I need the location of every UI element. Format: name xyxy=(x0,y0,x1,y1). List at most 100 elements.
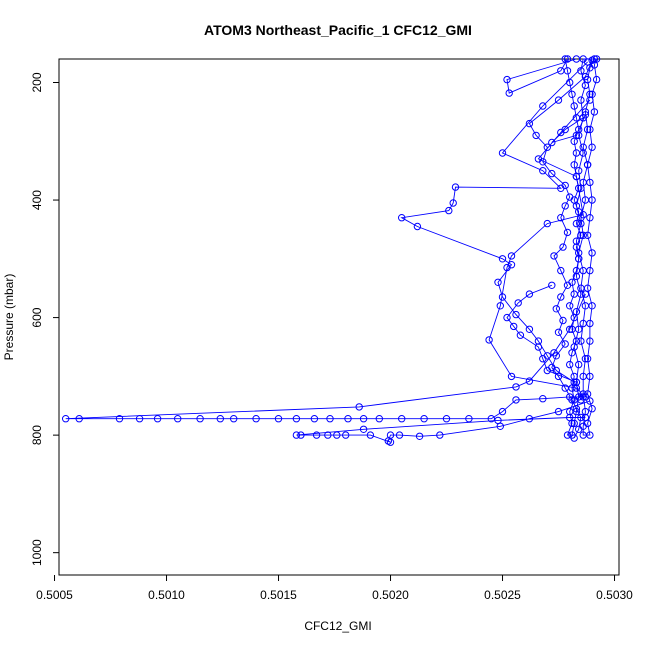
data-point xyxy=(577,184,585,193)
data-point xyxy=(355,403,363,411)
data-point xyxy=(554,96,563,104)
data-point xyxy=(174,415,182,423)
data-point xyxy=(575,360,583,369)
series-5 xyxy=(548,111,590,147)
series-0 xyxy=(561,55,601,439)
data-point xyxy=(135,415,144,423)
data-point xyxy=(588,302,596,310)
data-point xyxy=(505,89,513,97)
data-point xyxy=(324,431,332,439)
data-point xyxy=(548,138,556,147)
data-point xyxy=(548,281,556,289)
data-point xyxy=(579,211,587,219)
data-point xyxy=(588,143,596,151)
series-line xyxy=(488,99,591,401)
data-point xyxy=(539,395,547,403)
data-point xyxy=(581,413,590,422)
data-point xyxy=(559,316,567,325)
data-point xyxy=(516,331,525,339)
data-point xyxy=(588,56,596,64)
data-point xyxy=(557,67,565,75)
plot-frame xyxy=(58,58,620,576)
data-point xyxy=(561,202,569,210)
data-point xyxy=(196,415,204,423)
data-point xyxy=(525,377,534,385)
y-tick-label: 400 xyxy=(30,190,44,210)
data-point xyxy=(572,266,581,275)
data-point xyxy=(115,415,124,423)
data-point xyxy=(570,102,578,110)
data-point xyxy=(525,290,534,298)
data-point xyxy=(575,425,583,433)
y-tick-label: 600 xyxy=(30,307,44,327)
data-point xyxy=(590,108,599,116)
data-point xyxy=(503,263,511,272)
data-point xyxy=(442,415,451,423)
series-line xyxy=(506,284,577,383)
data-point xyxy=(445,206,453,215)
x-axis-label: CFC12_GMI xyxy=(304,619,371,633)
data-point xyxy=(577,231,585,240)
series-6 xyxy=(61,290,590,423)
data-point xyxy=(557,184,565,193)
data-point xyxy=(359,425,368,433)
y-tick-label: 200 xyxy=(30,72,44,92)
data-point xyxy=(557,293,565,301)
y-axis: 200 400 600 800 1000 xyxy=(30,72,59,566)
data-point xyxy=(550,252,558,260)
data-point xyxy=(586,125,594,134)
data-point xyxy=(586,319,594,328)
data-point xyxy=(583,125,592,134)
data-point xyxy=(570,161,578,169)
data-point xyxy=(297,431,305,439)
data-point xyxy=(581,81,590,90)
data-point xyxy=(525,119,534,128)
data-point xyxy=(252,415,260,423)
series-3 xyxy=(398,58,592,401)
data-point xyxy=(532,131,540,140)
data-point xyxy=(503,75,511,84)
data-point xyxy=(485,336,493,344)
data-point xyxy=(561,125,569,134)
data-point xyxy=(586,90,594,99)
data-point xyxy=(586,214,594,222)
data-point xyxy=(572,337,581,345)
series-layer xyxy=(61,55,601,446)
data-point xyxy=(581,355,590,363)
data-point xyxy=(577,337,585,345)
data-point xyxy=(503,313,511,322)
data-point xyxy=(333,431,341,439)
data-point xyxy=(514,299,522,307)
data-point xyxy=(451,183,460,191)
data-point xyxy=(494,416,502,425)
series-line xyxy=(400,61,588,398)
data-point xyxy=(579,143,587,151)
data-point xyxy=(366,431,375,439)
data-point xyxy=(543,366,551,375)
data-point xyxy=(326,415,334,423)
data-point xyxy=(570,290,578,298)
data-point xyxy=(566,302,574,310)
data-point xyxy=(552,305,560,313)
data-point xyxy=(543,143,551,151)
data-point xyxy=(386,438,395,446)
data-point xyxy=(554,328,563,336)
data-point xyxy=(498,149,507,157)
x-tick-label: 0.5005 xyxy=(36,588,73,602)
data-point xyxy=(344,415,352,423)
data-point xyxy=(512,396,520,404)
data-point xyxy=(572,378,581,386)
data-point xyxy=(577,219,585,228)
data-point xyxy=(586,397,594,405)
data-point xyxy=(395,431,404,439)
y-axis-label: Pressure (mbar) xyxy=(2,274,16,361)
data-point xyxy=(359,415,368,423)
data-point xyxy=(534,343,543,351)
series-1 xyxy=(525,56,596,442)
data-point xyxy=(413,222,422,231)
data-point xyxy=(583,355,592,363)
data-point xyxy=(550,349,558,357)
data-point xyxy=(539,355,547,363)
data-point xyxy=(588,249,596,257)
